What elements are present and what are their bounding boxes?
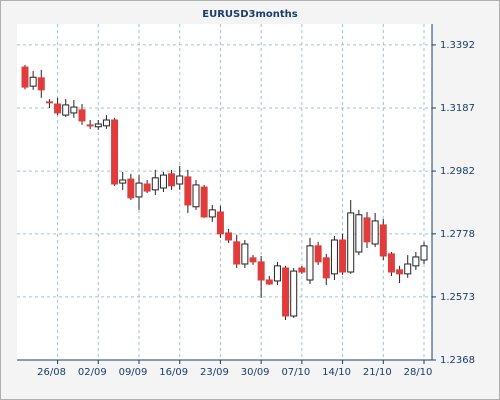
candle-body [249, 257, 257, 263]
candle-body [330, 239, 338, 275]
candle-body [62, 104, 70, 116]
candle-body [127, 178, 135, 199]
candle-body [168, 173, 176, 187]
candle-body [387, 253, 395, 273]
candle-body [70, 106, 78, 114]
candle-body [151, 177, 159, 191]
candle-body [404, 263, 412, 275]
candle-body [135, 182, 143, 198]
candle-body [314, 245, 322, 263]
candle-body [396, 269, 404, 275]
candle-body [192, 184, 200, 208]
candle-body [347, 212, 355, 273]
y-tick-label: 1.2573 [440, 292, 475, 303]
x-tick-label: 23/09 [200, 367, 229, 378]
y-tick-label: 1.3187 [440, 103, 475, 114]
candle-body [257, 261, 265, 281]
x-tick-label: 16/09 [159, 367, 188, 378]
candle-body [78, 109, 86, 122]
candle-body [379, 224, 387, 257]
y-tick-label: 1.2368 [440, 355, 475, 366]
candle-body [355, 214, 363, 253]
x-tick-label: 21/10 [363, 367, 392, 378]
candle-body [339, 239, 347, 273]
candle-body [225, 232, 233, 241]
candle-body [298, 267, 306, 273]
candle-body [412, 256, 420, 267]
candle-body [322, 257, 330, 279]
candle-body [420, 245, 428, 261]
candle-body [159, 174, 167, 189]
plot-area [17, 24, 432, 360]
x-tick-label: 28/10 [404, 367, 433, 378]
candle-body [29, 76, 37, 87]
candle-body [111, 119, 119, 185]
x-tick-label: 26/08 [37, 367, 66, 378]
candle-body [363, 217, 371, 243]
candle-body [200, 186, 208, 218]
candle-body [371, 220, 379, 245]
x-tick-label: 30/09 [241, 367, 270, 378]
y-tick-label: 1.2982 [440, 166, 475, 177]
candle-body [273, 265, 281, 282]
candle-body [306, 245, 314, 281]
x-tick-label: 02/09 [78, 367, 107, 378]
candle-body [265, 279, 273, 285]
candle-body [45, 101, 53, 104]
candle-body [241, 243, 249, 265]
x-tick-label: 14/10 [322, 367, 351, 378]
candle-body [176, 175, 184, 185]
candle-body [86, 124, 94, 127]
x-tick-label: 09/09 [119, 367, 148, 378]
candle-body [102, 119, 110, 127]
candle-body [94, 123, 102, 128]
y-tick-label: 1.2778 [440, 229, 475, 240]
x-tick-label: 07/10 [281, 367, 310, 378]
candle-body [143, 183, 151, 192]
candle-body [233, 241, 241, 265]
candle-body [216, 211, 224, 235]
candle-body [37, 77, 45, 91]
candle-body [184, 176, 192, 206]
candle-body [290, 270, 298, 317]
chart-title: EURUSD3months [202, 9, 298, 20]
candle-body [54, 103, 62, 114]
candle-body [282, 267, 290, 317]
candle-body [21, 66, 29, 88]
y-tick-label: 1.3392 [440, 40, 475, 51]
candle-body [208, 209, 216, 218]
candle-body [119, 179, 127, 184]
